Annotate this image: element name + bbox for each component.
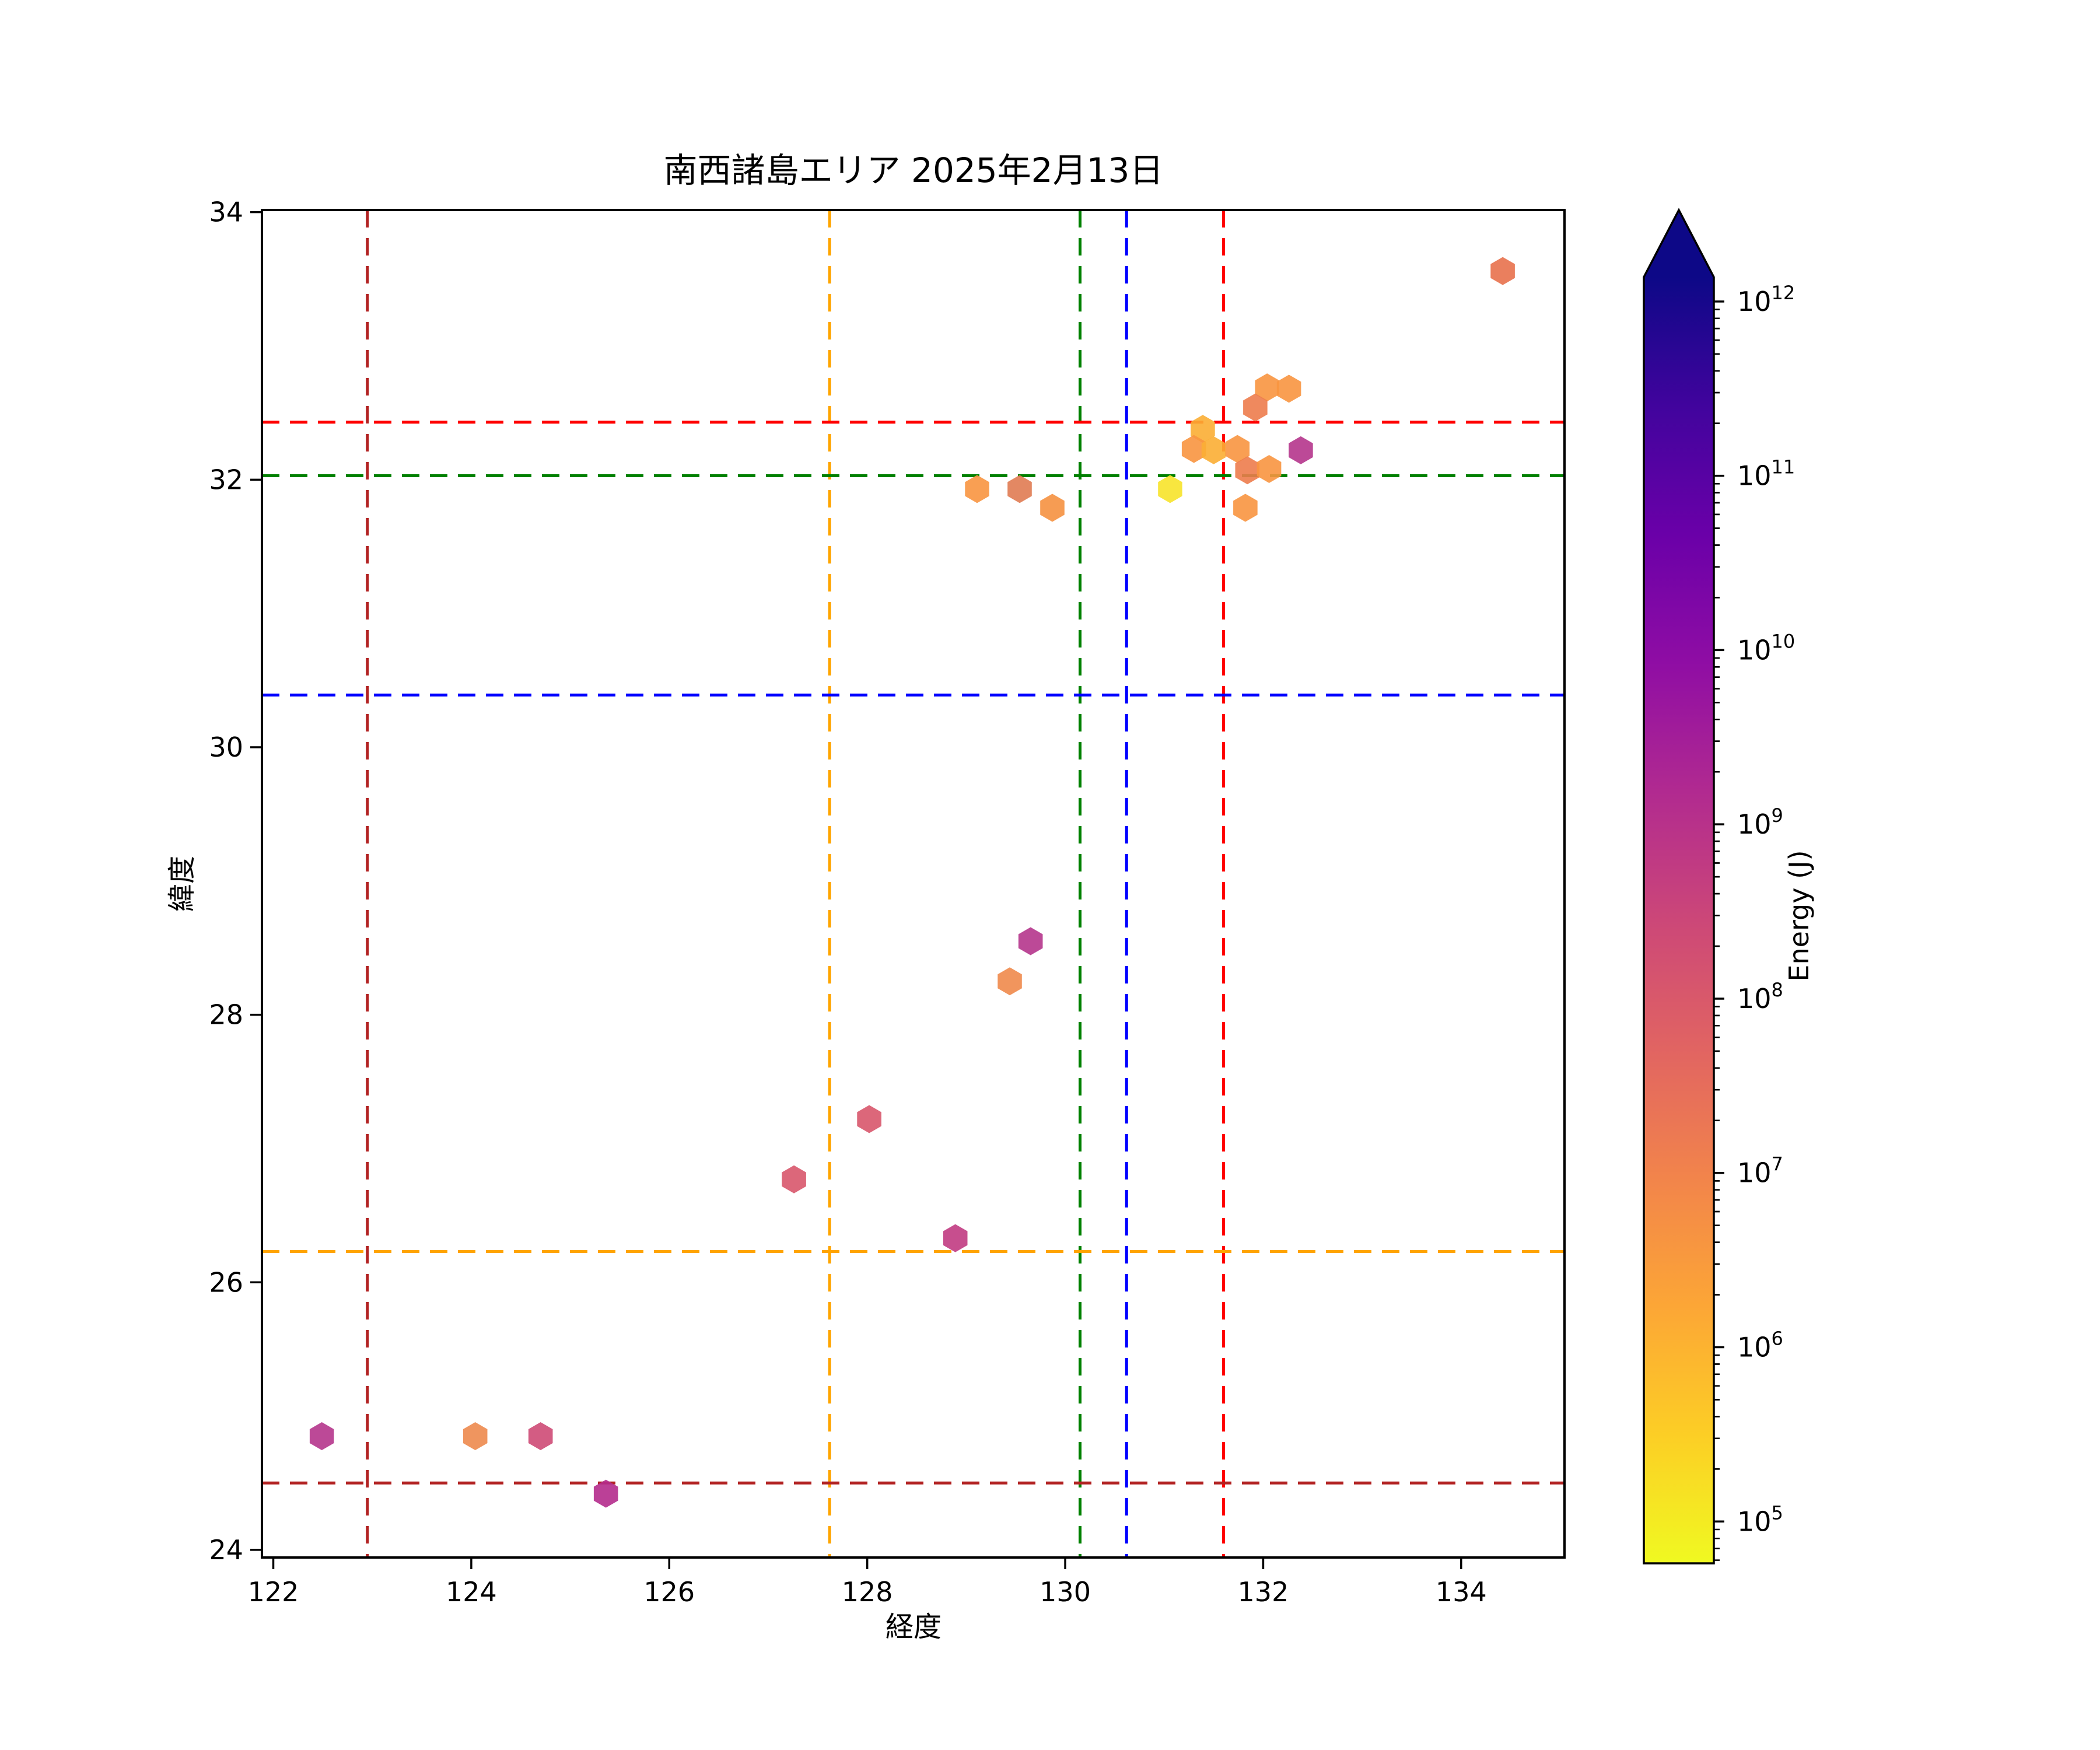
data-point-hexagon (1243, 393, 1268, 422)
data-point-hexagon (1276, 374, 1301, 403)
plot-border (261, 209, 1566, 1559)
y-tick-label: 32 (209, 464, 243, 495)
colorbar-ticks: 105 106 107 108 109 1010 1011 1012 (1714, 282, 1795, 1561)
colorbar-label: Energy (J) (1783, 850, 1815, 981)
y-axis-label: 緯度 (166, 856, 198, 912)
data-point-hexagon (1235, 456, 1260, 485)
x-tick-label: 124 (446, 1576, 497, 1608)
colorbar-gradient (1644, 277, 1714, 1563)
y-tick-label: 24 (209, 1534, 243, 1566)
data-point-hexagon (1256, 455, 1282, 483)
y-tick-label: 26 (209, 1266, 243, 1298)
colorbar: 105 106 107 108 109 1010 1011 1012 Energy (J) (1643, 208, 1815, 1564)
data-point-hexagon (998, 967, 1022, 996)
x-tick-label: 134 (1436, 1576, 1487, 1608)
x-axis: 122 124 126 128 130 132 134 (248, 1558, 1487, 1608)
colorbar-tick-label: 109 (1737, 804, 1783, 840)
colorbar-outline (1643, 208, 1715, 1564)
colorbar-tick-label: 106 (1737, 1328, 1783, 1363)
data-point-hexagon (1158, 475, 1182, 503)
colorbar-extend-arrow (1644, 210, 1714, 277)
data-point-hexagon (943, 1224, 968, 1252)
colorbar-tick-label: 1011 (1737, 456, 1795, 492)
x-axis-label: 経度 (886, 1611, 942, 1643)
y-tick-label: 34 (209, 197, 243, 228)
data-point-hexagon (1289, 436, 1313, 464)
data-point-hexagon (463, 1422, 488, 1450)
data-point-hexagon (965, 475, 989, 503)
y-tick-label: 28 (209, 999, 243, 1031)
y-axis: 24 26 28 30 32 34 (209, 197, 262, 1566)
data-points-group (309, 257, 1515, 1508)
data-point-hexagon (1007, 475, 1032, 503)
data-point-hexagon (1201, 436, 1226, 464)
data-point-hexagon (1225, 435, 1250, 463)
data-point-hexagon (593, 1479, 618, 1508)
colorbar-tick-label: 1012 (1737, 282, 1795, 317)
data-point-hexagon (1233, 494, 1258, 522)
data-point-hexagon (1191, 415, 1215, 443)
data-point-hexagon (1040, 494, 1065, 522)
data-point-hexagon (309, 1422, 334, 1450)
data-point-hexagon (1255, 373, 1279, 402)
plot-area (262, 210, 1564, 1558)
colorbar-tick-label: 105 (1737, 1502, 1783, 1537)
data-point-hexagon (1490, 257, 1515, 285)
y-tick-label: 30 (209, 732, 243, 763)
colorbar-tick-label: 107 (1737, 1153, 1783, 1189)
x-tick-label: 126 (643, 1576, 695, 1608)
colorbar-tick-label: 1010 (1737, 630, 1795, 666)
data-point-hexagon (782, 1165, 806, 1194)
x-tick-label: 132 (1238, 1576, 1289, 1608)
chart-title: 南西諸島エリア 2025年2月13日 (664, 150, 1164, 190)
data-point-hexagon (528, 1422, 553, 1450)
data-point-hexagon (1181, 435, 1206, 463)
colorbar-tick-label: 108 (1737, 979, 1783, 1014)
data-point-hexagon (857, 1105, 881, 1133)
reference-lines-group (262, 210, 1564, 1558)
data-point-hexagon (1018, 927, 1043, 956)
x-tick-label: 130 (1040, 1576, 1091, 1608)
x-tick-label: 122 (248, 1576, 299, 1608)
x-tick-label: 128 (842, 1576, 893, 1608)
